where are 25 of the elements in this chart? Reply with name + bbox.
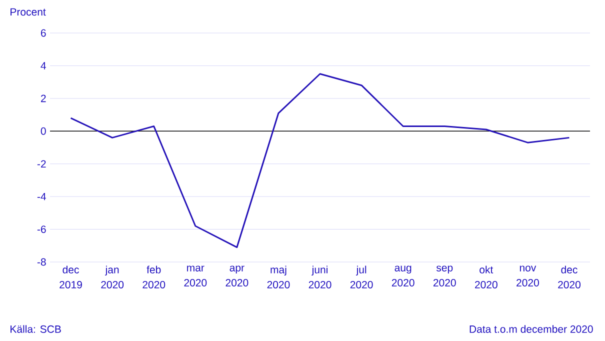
y-tick-label: 4 [40, 62, 46, 70]
y-tick-label: -2 [37, 160, 46, 168]
line-series [70, 73, 570, 248]
x-tick-label: aug 2020 [392, 266, 414, 286]
x-tick-label: juni 2020 [308, 266, 332, 288]
x-tick-label: jan 2020 [101, 266, 124, 288]
x-tick-label: nov 2020 [516, 266, 539, 286]
y-tick-label: 2 [41, 94, 46, 102]
x-tick-label: dec 2019 [60, 266, 82, 288]
text: Data t.o.m december 2020 [470, 325, 593, 333]
x-tick-label: okt 2020 [475, 266, 498, 288]
x-tick-label: mar 2020 [184, 266, 207, 286]
y-tick-label: 0 [40, 127, 46, 135]
text: Källa: SCB [10, 325, 61, 333]
x-tick-label: sep 2020 [433, 266, 456, 286]
x-tick-label: apr 2020 [226, 266, 248, 286]
y-tick-label: 6 [41, 29, 46, 37]
y-tick-label: -8 [37, 258, 46, 266]
y-tick-label: -6 [37, 226, 46, 234]
x-tick-label: jul 2020 [350, 266, 373, 288]
x-tick-label: maj 2020 [267, 266, 290, 288]
x-tick-label: feb 2020 [142, 266, 166, 288]
y-axis-title: Procent [10, 8, 46, 16]
y-tick-label: -4 [37, 192, 46, 200]
x-tick-label: dec 2020 [558, 266, 580, 288]
